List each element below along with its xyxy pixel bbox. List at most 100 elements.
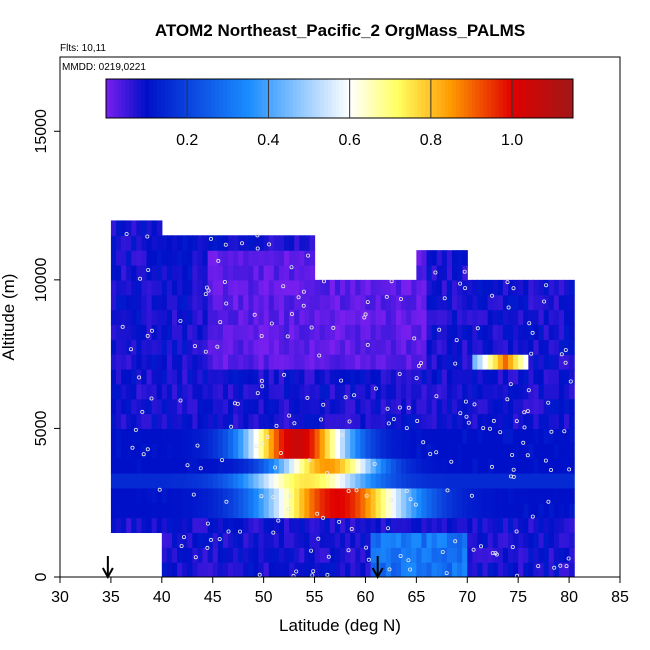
sample-point	[321, 515, 326, 520]
heatmap-cell	[156, 235, 163, 251]
heatmap-cell	[284, 265, 290, 281]
heatmap-cell	[212, 532, 219, 548]
heatmap-cell	[569, 369, 575, 385]
heatmap-cell	[375, 413, 382, 430]
heatmap-cell	[263, 279, 270, 296]
sample-point	[222, 279, 227, 284]
heatmap-cell	[380, 413, 387, 430]
heatmap-cell	[385, 339, 392, 355]
heatmap-cell	[406, 354, 412, 370]
heatmap-cell	[558, 324, 565, 340]
heatmap-cell	[350, 294, 356, 311]
heatmap-cell	[192, 339, 199, 355]
heatmap-cell	[411, 502, 417, 519]
heatmap-cell	[365, 473, 372, 489]
heatmap-cell	[543, 383, 550, 400]
sample-point	[510, 545, 515, 550]
heatmap-cell	[426, 532, 433, 548]
heatmap-cell	[385, 354, 392, 370]
heatmap-cell	[309, 235, 316, 251]
heatmap-cell	[467, 502, 473, 519]
heatmap-cell	[278, 309, 285, 326]
heatmap-cell	[411, 354, 417, 370]
heatmap-cell	[233, 324, 239, 340]
heatmap-cell	[502, 354, 509, 370]
heatmap-cell	[126, 279, 132, 296]
heatmap-cell	[380, 354, 387, 370]
heatmap-cell	[533, 413, 540, 430]
sample-point	[562, 429, 567, 434]
colorbar-segment	[296, 79, 302, 118]
colorbar-segment	[557, 79, 562, 118]
heatmap-cell	[528, 443, 535, 459]
heatmap-cell	[121, 235, 127, 251]
heatmap-cell	[482, 369, 489, 385]
heatmap-cell	[441, 294, 448, 311]
sample-point	[224, 499, 229, 504]
heatmap-cell	[289, 265, 295, 281]
heatmap-cell	[319, 443, 326, 459]
heatmap-cell	[360, 369, 367, 385]
heatmap-cell	[136, 413, 143, 430]
heatmap-cell	[121, 428, 127, 444]
heatmap-cell	[441, 517, 448, 534]
heatmap-cell	[401, 339, 407, 355]
heatmap-cell	[462, 562, 468, 577]
heatmap-cell	[273, 413, 280, 430]
sample-point	[515, 573, 520, 577]
heatmap-cell	[110, 517, 117, 534]
heatmap-cell	[365, 502, 372, 519]
heatmap-cell	[192, 562, 199, 577]
heatmap-cell	[411, 562, 417, 577]
heatmap-cell	[553, 562, 560, 577]
heatmap-cell	[477, 443, 484, 459]
heatmap-cell	[457, 324, 463, 340]
heatmap-cell	[436, 443, 443, 459]
heatmap-cell	[263, 413, 270, 430]
heatmap-cell	[126, 383, 132, 400]
heatmap-cell	[238, 443, 244, 459]
colorbar-segment	[390, 79, 395, 118]
heatmap-cell	[187, 517, 193, 534]
heatmap-cell	[197, 562, 204, 577]
heatmap-cell	[161, 562, 168, 577]
heatmap-cell	[304, 547, 311, 563]
heatmap-cell	[345, 428, 351, 444]
heatmap-cell	[431, 502, 438, 519]
heatmap-cell	[446, 562, 453, 577]
sample-point	[206, 288, 211, 293]
heatmap-cell	[314, 398, 321, 415]
heatmap-cell	[136, 383, 143, 400]
heatmap-cell	[538, 473, 545, 489]
heatmap-cell	[151, 502, 158, 519]
heatmap-cell	[289, 294, 295, 311]
heatmap-cell	[268, 279, 275, 296]
sample-point	[472, 402, 477, 407]
sample-point	[505, 280, 510, 285]
heatmap-cell	[177, 487, 183, 504]
heatmap-cell	[110, 473, 117, 489]
heatmap-cell	[502, 502, 509, 519]
heatmap-cell	[253, 487, 260, 504]
sample-point	[568, 379, 573, 384]
sample-point	[386, 526, 391, 531]
sample-point	[546, 499, 551, 504]
heatmap-cell	[355, 562, 361, 577]
heatmap-cell	[390, 309, 397, 326]
heatmap-cell	[187, 473, 193, 489]
heatmap-cell	[238, 502, 244, 519]
heatmap-cell	[385, 413, 392, 430]
x-tick-label: 75	[509, 589, 527, 606]
heatmap-cell	[513, 369, 519, 385]
colorbar-segment	[355, 79, 360, 118]
heatmap-cell	[533, 324, 540, 340]
heatmap-cell	[340, 294, 346, 311]
heatmap-cell	[136, 354, 143, 370]
heatmap-cell	[141, 339, 148, 355]
heatmap-cell	[492, 532, 499, 548]
heatmap-cell	[273, 502, 280, 519]
heatmap-cell	[253, 309, 260, 326]
heatmap-cell	[365, 294, 372, 311]
heatmap-cell	[385, 369, 392, 385]
colorbar-segment	[495, 79, 500, 118]
